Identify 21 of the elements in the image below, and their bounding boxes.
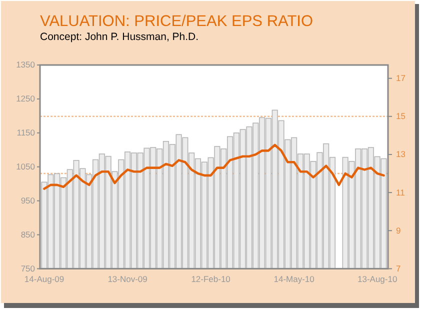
x-tick-label: 13-Nov-09 xyxy=(108,274,148,284)
y2-tick-label: 9 xyxy=(396,225,401,236)
y-tick-label: 1050 xyxy=(16,162,36,172)
y-tick-label: 1250 xyxy=(16,94,36,104)
x-tick-label: 14-Aug-09 xyxy=(24,274,64,284)
x-tick-label: 12-Feb-10 xyxy=(191,274,231,284)
y2-tick-label: 13 xyxy=(396,149,406,160)
y-tick-label: 950 xyxy=(20,196,36,206)
x-tick-label: 13-Aug-10 xyxy=(357,274,398,284)
y-tick-label: 850 xyxy=(20,229,36,240)
chart-subtitle: Concept: John P. Hussman, Ph.D. xyxy=(40,31,199,43)
y2-tick-label: 7 xyxy=(396,263,401,274)
y2-tick-label: 15 xyxy=(396,111,406,122)
y-tick-label: 1350 xyxy=(16,60,36,70)
x-tick-label: 14-May-10 xyxy=(274,274,315,284)
y-tick-label: 1150 xyxy=(16,128,36,138)
y-tick-label: 750 xyxy=(20,263,36,274)
chart-title: VALUATION: PRICE/PEAK EPS RATIO xyxy=(40,13,314,30)
y2-tick-label: 17 xyxy=(396,73,406,84)
y2-tick-label: 11 xyxy=(396,187,406,198)
line-series xyxy=(43,144,385,190)
